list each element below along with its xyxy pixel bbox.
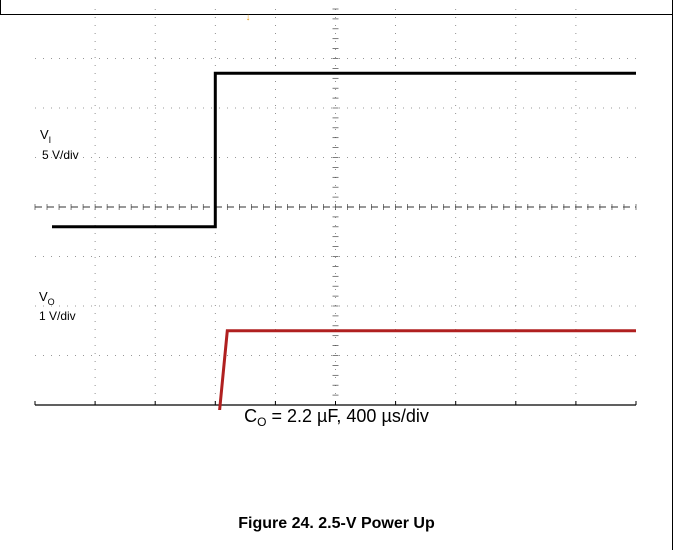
vi-label-main: V bbox=[40, 127, 49, 142]
left-rule bbox=[0, 0, 1, 14]
vo-label-sub: O bbox=[47, 297, 55, 307]
trigger-marker: ↓ bbox=[246, 12, 251, 23]
scope-caption: CO = 2.2 µF, 400 µs/div bbox=[0, 406, 673, 429]
caption-co-main: C bbox=[244, 406, 258, 426]
caption-co-sub: O bbox=[257, 415, 267, 429]
vi-trace bbox=[52, 71, 636, 229]
graticule bbox=[34, 8, 637, 406]
vo-label-main: V bbox=[39, 289, 48, 304]
vi-label-sub: I bbox=[48, 135, 52, 145]
vi-channel-label: VI bbox=[40, 127, 52, 146]
vo-trace bbox=[218, 329, 636, 410]
figure-title: Figure 24. 2.5-V Power Up bbox=[238, 515, 435, 532]
oscilloscope-plot: ↓ bbox=[34, 8, 637, 410]
top-rule bbox=[0, 14, 673, 15]
vi-scale-label: 5 V/div bbox=[42, 148, 79, 162]
vo-scale-label: 1 V/div bbox=[39, 309, 76, 323]
caption-rest: = 2.2 µF, 400 µs/div bbox=[266, 406, 429, 426]
vo-channel-label: VO bbox=[39, 289, 55, 308]
traces bbox=[52, 71, 636, 410]
